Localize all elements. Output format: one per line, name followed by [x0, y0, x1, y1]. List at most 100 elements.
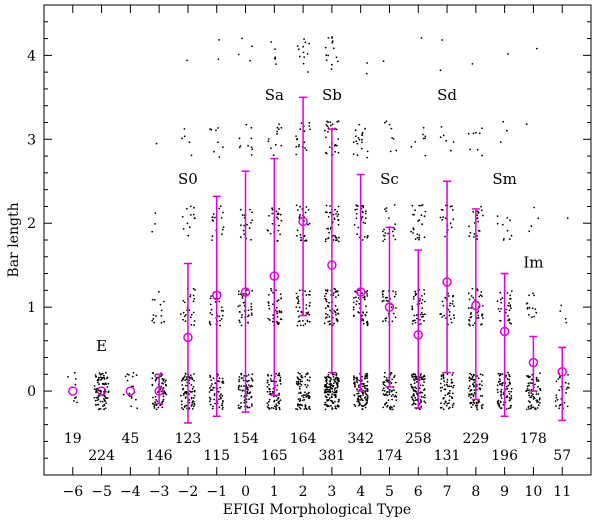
scatter-point	[308, 379, 311, 382]
scatter-point	[421, 223, 424, 226]
scatter-point	[296, 45, 299, 47]
scatter-point	[332, 213, 335, 216]
scatter-point	[161, 377, 164, 380]
scatter-point	[325, 377, 327, 379]
scatter-point	[278, 392, 280, 395]
scatter-point	[477, 310, 480, 312]
scatter-point	[366, 324, 369, 326]
scatter-point	[327, 386, 330, 389]
scatter-point	[309, 294, 311, 296]
scatter-point	[535, 376, 538, 379]
scatter-point	[353, 296, 355, 299]
scatter-point	[453, 317, 456, 319]
scatter-point	[476, 375, 479, 377]
scatter-point	[442, 134, 445, 137]
scatter-point	[366, 236, 369, 239]
scatter-point	[275, 399, 278, 402]
scatter-point	[450, 385, 453, 388]
scatter-point	[448, 385, 451, 388]
scatter-point	[274, 56, 277, 59]
scatter-point	[395, 396, 398, 398]
scatter-point	[330, 124, 332, 127]
scatter-point	[191, 408, 194, 410]
scatter-point	[238, 380, 240, 383]
scatter-point	[209, 323, 212, 326]
scatter-point	[481, 127, 483, 130]
scatter-point	[103, 378, 106, 380]
y-axis-title: Bar length	[6, 202, 22, 277]
scatter-point	[385, 377, 388, 379]
scatter-point	[451, 205, 453, 208]
scatter-point	[467, 132, 470, 135]
scatter-point	[327, 130, 329, 133]
scatter-point	[510, 395, 513, 397]
scatter-point	[353, 394, 356, 397]
scatter-point	[531, 307, 534, 310]
scatter-point	[246, 223, 248, 226]
scatter-point	[152, 396, 154, 399]
scatter-point	[180, 379, 183, 382]
y-tick-label: 2	[27, 216, 36, 232]
scatter-point	[220, 217, 223, 219]
scatter-point	[251, 379, 254, 381]
count-label: 196	[491, 448, 518, 464]
scatter-point	[382, 289, 385, 292]
scatter-point	[467, 307, 470, 309]
scatter-point	[184, 379, 187, 382]
scatter-point	[247, 322, 250, 324]
scatter-point	[422, 396, 425, 398]
scatter-point	[277, 229, 280, 232]
scatter-point	[306, 408, 308, 410]
scatter-point	[210, 128, 213, 131]
scatter-point	[329, 121, 332, 124]
scatter-point	[328, 397, 331, 399]
scatter-point	[275, 380, 277, 383]
scatter-point	[156, 391, 159, 393]
scatter-point	[392, 138, 395, 140]
scatter-point	[355, 135, 357, 138]
scatter-point	[391, 406, 393, 409]
scatter-point	[160, 315, 163, 317]
scatter-point	[328, 320, 331, 323]
scatter-point	[393, 204, 396, 206]
scatter-point	[420, 323, 422, 325]
scatter-point	[526, 308, 529, 310]
scatter-point	[165, 393, 168, 396]
scatter-point	[469, 148, 471, 151]
scatter-point	[100, 391, 103, 393]
scatter-point	[393, 405, 395, 408]
scatter-point	[383, 228, 385, 231]
scatter-point	[325, 379, 328, 382]
scatter-point	[420, 401, 422, 403]
scatter-point	[75, 396, 78, 398]
scatter-point	[324, 211, 327, 214]
scatter-point	[303, 398, 306, 401]
scatter-point	[448, 399, 451, 402]
scatter-point	[242, 377, 244, 379]
scatter-point	[106, 397, 109, 399]
scatter-point	[467, 387, 470, 390]
scatter-point	[337, 377, 340, 380]
scatter-point	[476, 317, 478, 319]
mean-marker	[355, 287, 366, 297]
scatter-point	[472, 210, 475, 213]
scatter-point	[334, 304, 337, 307]
count-label: 154	[232, 431, 259, 447]
scatter-point	[356, 208, 358, 211]
scatter-point	[355, 140, 358, 143]
count-label: 123	[175, 431, 202, 447]
scatter-point	[482, 214, 484, 217]
scatter-point	[386, 405, 388, 408]
scatter-point	[332, 402, 335, 404]
scatter-point	[271, 207, 273, 210]
scatter-point	[268, 407, 270, 410]
scatter-point	[384, 208, 386, 211]
scatter-point	[416, 233, 419, 236]
scatter-point	[442, 376, 445, 379]
count-label: 174	[376, 448, 403, 464]
scatter-point	[388, 391, 391, 393]
scatter-point	[419, 298, 421, 300]
scatter-point	[337, 120, 340, 123]
scatter-point	[305, 294, 308, 296]
